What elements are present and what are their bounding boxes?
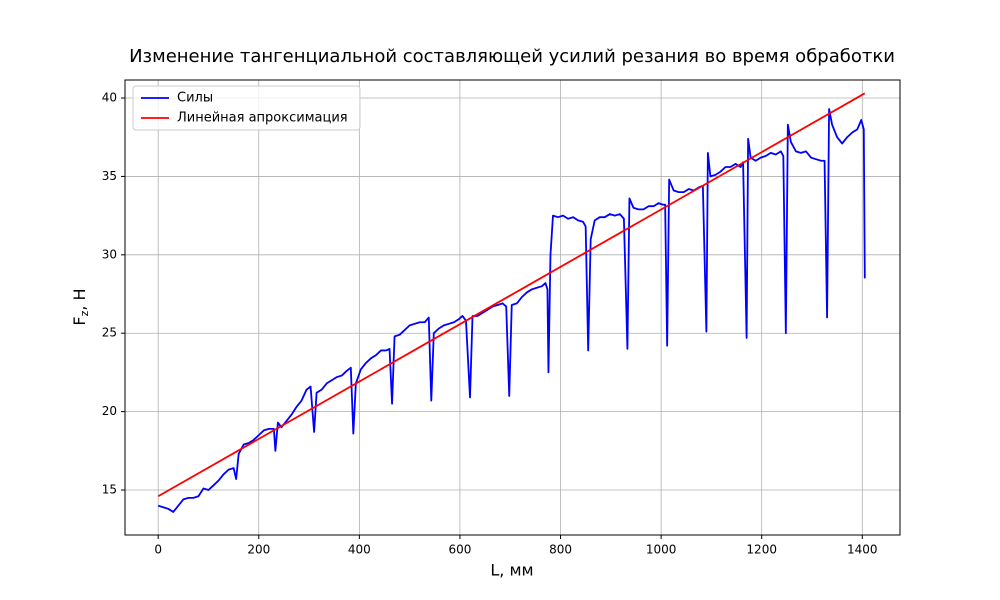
x-tick-label: 0 [154, 543, 162, 557]
y-tick-label: 15 [102, 483, 117, 497]
legend: Силы Линейная апроксимация [132, 85, 361, 131]
legend-label: Силы [177, 91, 213, 106]
y-tick-label: 40 [102, 91, 117, 105]
y-tick-label: 20 [102, 404, 117, 418]
x-tick-label: 200 [247, 543, 270, 557]
x-tick-label: 1400 [847, 543, 878, 557]
series-line [157, 92, 866, 498]
x-tick-label: 600 [448, 543, 471, 557]
y-tick-label: 30 [102, 247, 117, 261]
legend-box [132, 85, 361, 131]
y-axis-label: Fz, Н [70, 288, 92, 325]
x-tick-label: 1000 [646, 543, 677, 557]
legend-label: Линейная апроксимация [177, 111, 348, 126]
y-tick-label: 25 [102, 326, 117, 340]
y-label-main: F [70, 316, 89, 325]
x-axis-label: L, мм [490, 561, 533, 580]
y-tick-label: 35 [102, 169, 117, 183]
y-label-sub: z [78, 310, 91, 316]
x-tick-label: 800 [549, 543, 572, 557]
x-tick-label: 1200 [746, 543, 777, 557]
x-tick-label: 400 [348, 543, 371, 557]
axes-frame [124, 79, 901, 536]
y-label-rest: , Н [70, 288, 89, 310]
chart-title: Изменение тангенциальной составляющей ус… [129, 46, 895, 67]
